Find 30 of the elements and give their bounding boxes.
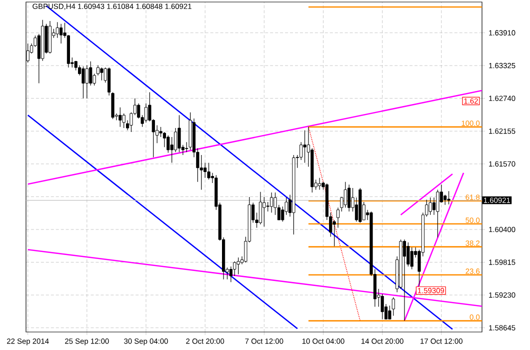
candlestick [178, 114, 181, 152]
candlestick [85, 65, 88, 99]
candlestick [392, 296, 395, 316]
candlestick [162, 132, 166, 148]
candlestick [118, 107, 122, 128]
candlestick [236, 257, 240, 275]
candlestick [344, 182, 347, 208]
candlestick [56, 22, 59, 38]
candlestick [82, 66, 85, 99]
candlestick [262, 196, 266, 227]
candlestick [60, 24, 63, 44]
candlestick [144, 103, 148, 123]
candlestick [447, 190, 450, 205]
candlestick [89, 61, 92, 86]
candlestick [204, 162, 207, 178]
candlestick [207, 162, 210, 180]
candlestick [258, 192, 262, 225]
candlestick [303, 130, 306, 164]
candlestick [229, 266, 232, 282]
candlestick [444, 194, 447, 206]
candlestick [270, 192, 274, 213]
candlestick [300, 142, 303, 160]
candlestick [428, 197, 432, 216]
candlestick [174, 128, 178, 152]
candlestick [100, 67, 104, 81]
candlestick [318, 178, 322, 190]
candlestick [200, 154, 203, 190]
candlestick [436, 189, 440, 238]
candlestick [402, 239, 406, 322]
candlestick [348, 184, 351, 212]
